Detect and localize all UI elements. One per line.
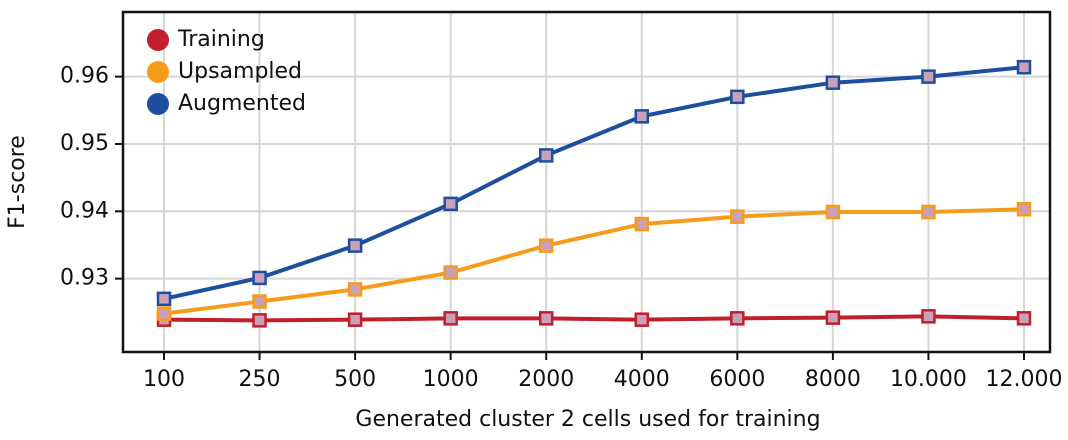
legend-label: Augmented [178, 91, 306, 116]
legend-marker [147, 93, 169, 115]
x-tick-label: 250 [239, 367, 281, 392]
x-tick-label: 4000 [614, 367, 670, 392]
x-tick-label: 500 [334, 367, 376, 392]
x-axis-label: Generated cluster 2 cells used for train… [355, 407, 820, 432]
legend-marker [147, 29, 169, 51]
series-line [163, 65, 1025, 301]
data-point [825, 75, 841, 90]
data-point [921, 309, 936, 324]
y-axis-label: F1-score [5, 135, 30, 229]
data-point [443, 311, 458, 326]
data-point [252, 294, 267, 309]
series-line [163, 314, 1025, 323]
y-tick-label: 0.93 [60, 266, 109, 291]
data-point [538, 238, 554, 253]
data-point [252, 270, 267, 286]
data-point [634, 109, 650, 124]
data-point [1016, 311, 1032, 326]
data-point [347, 238, 363, 253]
data-point [921, 204, 936, 220]
x-tick-label: 12.000 [986, 367, 1063, 392]
data-point [156, 306, 172, 321]
series-line [163, 207, 1025, 316]
data-point [252, 313, 267, 328]
x-tick-label: 10.000 [890, 367, 967, 392]
data-point [347, 312, 363, 327]
data-point [538, 311, 554, 326]
plot-frame [121, 10, 1052, 354]
data-point [347, 282, 363, 297]
data-point [634, 216, 650, 232]
legend-label: Upsampled [178, 59, 302, 84]
x-tick-label: 6000 [709, 367, 765, 392]
data-point [443, 265, 458, 280]
data-point [1016, 59, 1032, 75]
x-tick-label: 8000 [805, 367, 861, 392]
x-tick-label: 1000 [423, 367, 479, 392]
data-point [825, 204, 841, 220]
data-point [443, 196, 458, 212]
data-point [730, 311, 745, 326]
x-tick-label: 2000 [518, 367, 574, 392]
data-point [825, 310, 841, 325]
legend-label: Training [177, 27, 265, 52]
x-tick-label: 100 [143, 367, 185, 392]
y-tick-label: 0.95 [60, 131, 109, 156]
data-point [538, 148, 554, 163]
data-point [156, 291, 172, 307]
data-point [730, 209, 745, 224]
data-point [730, 89, 745, 105]
data-point [921, 69, 936, 84]
y-tick-label: 0.96 [60, 64, 109, 89]
legend-marker [147, 61, 169, 83]
y-tick-label: 0.94 [60, 198, 109, 223]
data-point [1016, 202, 1032, 217]
data-point [634, 312, 650, 327]
